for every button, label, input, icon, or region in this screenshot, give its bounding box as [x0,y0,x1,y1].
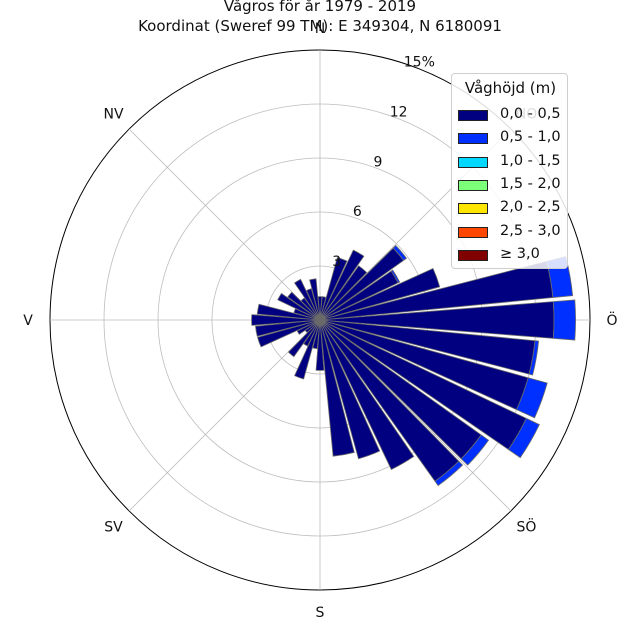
sector-bar-60-bin-1 [390,269,401,284]
chart-title: Vågros för år 1979 - 2019 [223,0,417,15]
direction-label-0: N [315,21,325,37]
legend-label: 0,5 - 1,0 [500,129,561,146]
legend-swatch [458,156,488,168]
radial-tick-label: 15% [404,55,435,71]
legend-item: 0,5 - 1,0 [452,129,569,151]
legend-swatch [458,179,488,191]
sector-bar-100-bin-1 [528,340,540,376]
sector-bar-150-bin-0 [319,319,415,471]
sector-bar-170-bin-0 [319,319,355,457]
sector-bar-30-bin-0 [319,249,365,321]
sector-bar-200-bin-0 [294,319,321,380]
sector-bar-210-bin-0 [303,319,321,347]
legend-item: 1,5 - 2,0 [452,176,569,198]
sector-bar-310-bin-0 [287,291,321,321]
sector-bar-240-bin-0 [296,319,321,335]
sector-bar-220-bin-0 [287,319,321,358]
sector-bar-260-bin-0 [255,319,321,337]
legend-item: 2,5 - 3,0 [452,223,569,245]
chart-subtitle: Koordinat (Sweref 99 TM): E 349304, N 61… [138,17,502,35]
radial-tick-label: 9 [374,154,383,170]
legend-swatch [458,203,488,215]
legend-label: 2,5 - 3,0 [500,222,561,239]
legend-item: ≥ 3,0 [452,246,569,268]
legend-label: 0,0 - 0,5 [500,106,561,122]
sector-bar-330-bin-0 [293,278,321,321]
sector-bar-180-bin-0 [315,319,325,371]
legend-swatch [458,133,488,145]
direction-label-3: SÖ [517,517,537,535]
direction-label-6: V [23,313,33,329]
legend-item: 2,0 - 2,5 [452,199,569,221]
legend-title: Våghöjd (m) [464,79,557,97]
radial-tick-labels: 3 6 9 12 15% [332,55,435,271]
direction-label-7: NV [103,107,123,123]
sector-bar-0-bin-0 [317,296,323,321]
legend-item: 0,0 - 0,5 [452,106,569,128]
legend-label: 1,5 - 2,0 [500,175,561,192]
sector-bar-110-bin-1 [516,377,548,419]
sector-bar-40-bin-0 [319,265,368,321]
radial-tick-label: 12 [390,104,408,120]
direction-label-2: Ö [606,311,617,329]
sector-bar-50-bin-1 [392,244,408,261]
legend-label: 1,0 - 1,5 [500,152,561,169]
sector-bar-250-bin-0 [257,319,321,348]
sector-bar-20-bin-0 [319,257,348,321]
sector-bar-130-bin-1 [460,434,490,466]
sector-bar-320-bin-0 [300,297,321,321]
sector-bar-120-bin-1 [507,417,540,459]
grid-spoke [128,128,321,321]
sector-bar-90-bin-1 [552,299,576,341]
legend-swatch [458,110,488,121]
sector-bar-140-bin-1 [434,460,464,487]
sector-bar-340-bin-0 [306,288,321,321]
legend-label: 2,0 - 2,5 [500,199,561,216]
legend: Våghöjd (m) 0,0 - 0,5 0,5 - 1,0 1,0 - 1,5 1… [451,73,568,269]
legend-swatch [458,249,488,261]
sector-bar-300-bin-0 [277,292,321,321]
sector-bar-270-bin-0 [251,314,321,326]
legend-item: 1,0 - 1,5 [452,153,569,175]
legend-label: ≥ 3,0 [500,245,540,262]
sector-bar-350-bin-0 [309,278,321,321]
sector-bars [251,244,576,487]
sector-bar-70-bin-0 [319,267,441,321]
sector-bar-160-bin-0 [319,319,381,460]
radial-tick-label: 3 [332,254,341,270]
radial-tick-label: 6 [353,204,362,220]
direction-label-4: S [316,605,325,621]
direction-label-5: SV [104,519,123,535]
legend-swatch [458,226,488,238]
